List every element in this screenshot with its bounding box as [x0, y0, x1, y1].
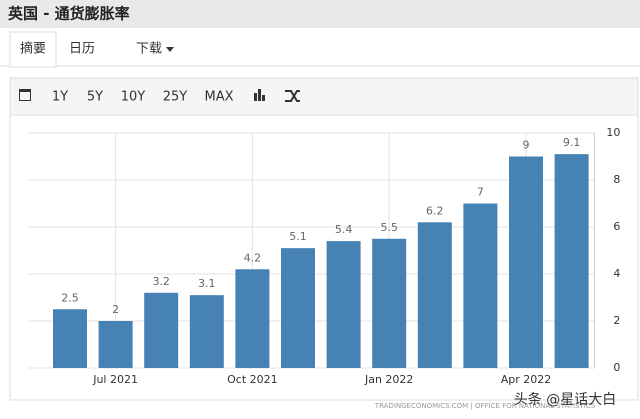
y-tick-label: 6 — [613, 220, 620, 233]
value-label: 6.2 — [426, 204, 444, 217]
y-tick-label: 2 — [613, 314, 620, 327]
tab[interactable]: 日历 — [69, 42, 95, 57]
value-label: 5.4 — [335, 223, 353, 236]
bar — [98, 321, 133, 368]
value-label: 9.1 — [563, 136, 581, 149]
page-title: 英国 - 通货膨胀率 — [8, 5, 130, 23]
tab[interactable]: 下载 — [136, 42, 162, 57]
bar — [53, 309, 87, 368]
bar — [281, 248, 315, 368]
value-label: 7 — [477, 186, 484, 199]
y-tick-label: 8 — [613, 173, 620, 186]
header-bar — [0, 0, 640, 28]
watermark: 头条 @星话大白 — [514, 391, 616, 408]
bar — [463, 203, 498, 368]
source: TRADINGECONOMICS.COM | OFFICE FOR NATION… — [374, 402, 596, 410]
value-label: 5.5 — [380, 221, 398, 234]
icon-part — [285, 90, 300, 102]
bar — [417, 222, 452, 368]
bar — [326, 241, 361, 368]
range-button[interactable]: 25Y — [163, 90, 188, 105]
y-tick-label: 10 — [606, 126, 620, 139]
icon-part — [20, 92, 30, 100]
icon-part — [258, 89, 261, 101]
bar — [554, 154, 589, 368]
shuffle-icon[interactable] — [285, 90, 300, 102]
toolbar — [9, 77, 639, 116]
range-button[interactable]: MAX — [204, 90, 233, 105]
bar — [235, 269, 270, 368]
icon-part — [262, 95, 265, 101]
x-tick-label: Oct 2021 — [227, 373, 278, 386]
bar — [144, 292, 179, 368]
dropdown-caret — [166, 47, 174, 52]
plot: 0 2 4 6 8 10 Jul 2021 Oct 2021 Jan 2022 Apr 2022 2… — [28, 126, 620, 386]
value-label: 2.5 — [61, 291, 79, 304]
value-label: 4.2 — [244, 251, 262, 264]
bar — [372, 238, 407, 368]
range-button[interactable]: 10Y — [121, 90, 146, 105]
y-tick-label: 4 — [613, 267, 620, 280]
value-label: 5.1 — [289, 230, 307, 243]
value-label: 2 — [112, 303, 119, 316]
bar — [189, 295, 224, 368]
y-tick-label: 0 — [613, 361, 620, 374]
range-button[interactable]: 1Y — [52, 90, 68, 105]
chart-type-icon[interactable] — [254, 89, 265, 101]
active-tab-box — [9, 31, 57, 68]
x-tick-label: Jul 2021 — [92, 373, 138, 386]
x-tick-label: Apr 2022 — [501, 373, 552, 386]
bar — [509, 156, 543, 368]
x-tick-label: Jan 2022 — [364, 373, 413, 386]
icon-part — [254, 93, 257, 101]
tab[interactable]: 摘要 — [20, 41, 46, 57]
value-label: 9 — [523, 139, 530, 152]
value-label: 3.1 — [198, 277, 216, 290]
range-button[interactable]: 5Y — [87, 90, 103, 105]
calendar-icon[interactable] — [19, 89, 31, 101]
value-label: 3.2 — [152, 275, 170, 288]
